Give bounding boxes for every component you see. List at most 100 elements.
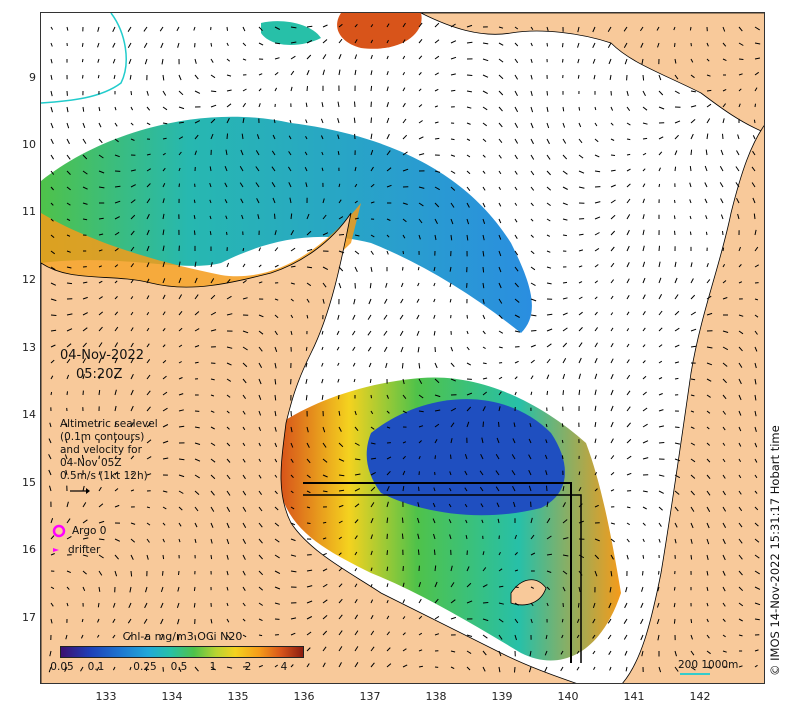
velocity-arrow: [82, 122, 86, 128]
velocity-arrow: [145, 666, 148, 672]
velocity-arrow: [290, 70, 295, 76]
velocity-arrow: [306, 490, 311, 494]
velocity-arrow: [114, 326, 119, 332]
velocity-arrow: [722, 362, 728, 367]
velocity-arrow: [194, 458, 201, 462]
velocity-arrow: [80, 666, 84, 672]
velocity-arrow: [338, 282, 342, 289]
velocity-arrow: [751, 182, 756, 188]
velocity-arrow: [338, 250, 345, 254]
velocity-arrow: [242, 378, 247, 384]
velocity-arrow: [530, 186, 535, 191]
drifter-label: drifter: [68, 544, 101, 556]
velocity-arrow: [386, 234, 390, 238]
velocity-arrow: [258, 378, 262, 385]
velocity-arrow: [466, 566, 470, 572]
velocity-arrow: [626, 328, 630, 332]
velocity-arrow: [450, 599, 456, 604]
velocity-arrow: [530, 618, 533, 624]
velocity-arrow: [130, 405, 134, 412]
velocity-arrow: [754, 426, 757, 432]
velocity-arrow: [226, 26, 228, 31]
velocity-arrow: [432, 502, 436, 508]
velocity-arrow: [271, 150, 276, 156]
velocity-arrow: [610, 169, 616, 172]
velocity-arrow: [562, 537, 569, 540]
velocity-arrow: [465, 519, 468, 524]
velocity-arrow: [530, 552, 536, 556]
velocity-arrow: [322, 630, 328, 636]
velocity-arrow: [98, 389, 101, 396]
velocity-arrow: [674, 294, 679, 300]
velocity-arrow: [226, 313, 233, 316]
survey-track: [303, 482, 572, 663]
velocity-arrow: [290, 298, 294, 302]
velocity-arrow: [754, 346, 758, 352]
velocity-arrow: [482, 391, 488, 396]
velocity-arrow: [82, 186, 88, 190]
velocity-arrow: [546, 250, 551, 253]
velocity-arrow: [226, 378, 232, 382]
velocity-arrow: [162, 407, 168, 412]
velocity-arrow: [466, 74, 473, 76]
velocity-arrow: [337, 362, 340, 366]
velocity-arrow: [514, 90, 518, 97]
velocity-arrow: [690, 410, 695, 413]
velocity-arrow: [722, 650, 727, 653]
velocity-arrow: [290, 330, 293, 336]
velocity-arrow: [722, 330, 729, 333]
velocity-arrow: [690, 394, 695, 397]
velocity-arrow: [66, 328, 73, 332]
velocity-arrow: [386, 456, 392, 460]
velocity-arrow: [370, 234, 375, 238]
velocity-arrow: [258, 247, 261, 252]
velocity-arrow: [354, 200, 358, 204]
velocity-arrow: [242, 58, 247, 61]
velocity-arrow: [642, 74, 645, 81]
velocity-arrow: [562, 358, 567, 364]
lon-label-140: 140: [557, 690, 579, 703]
velocity-arrow: [594, 327, 599, 332]
velocity-arrow: [146, 262, 150, 268]
velocity-arrow: [449, 487, 452, 492]
velocity-arrow: [321, 102, 324, 108]
velocity-arrow: [65, 423, 68, 428]
velocity-arrow: [242, 618, 246, 622]
velocity-arrow: [658, 490, 664, 494]
velocity-arrow: [706, 634, 710, 639]
velocity-arrow: [304, 166, 308, 172]
map-area[interactable]: [40, 12, 765, 684]
velocity-arrow: [562, 312, 568, 316]
velocity-arrow: [514, 282, 519, 288]
velocity-arrow: [466, 600, 473, 604]
velocity-arrow: [735, 166, 740, 172]
velocity-arrow: [434, 186, 440, 191]
lon-label-142: 142: [689, 690, 711, 703]
velocity-arrow: [242, 586, 246, 591]
velocity-arrow: [690, 90, 696, 93]
velocity-arrow: [306, 600, 313, 604]
velocity-arrow: [418, 88, 422, 92]
velocity-arrow: [450, 362, 455, 368]
velocity-arrow: [354, 598, 358, 604]
velocity-arrow: [546, 358, 551, 364]
velocity-arrow: [194, 90, 201, 94]
velocity-arrow: [674, 474, 681, 479]
velocity-arrow: [306, 616, 313, 620]
velocity-arrow: [82, 74, 84, 79]
velocity-arrow: [242, 102, 247, 108]
velocity-arrow: [242, 506, 247, 512]
velocity-arrow: [706, 312, 713, 316]
velocity-arrow: [642, 229, 645, 236]
velocity-arrow: [178, 474, 185, 478]
velocity-arrow: [529, 423, 532, 428]
velocity-arrow: [625, 666, 628, 672]
velocity-arrow: [50, 391, 53, 396]
velocity-arrow: [194, 277, 198, 284]
velocity-arrow: [48, 438, 52, 444]
velocity-arrow: [562, 502, 566, 508]
velocity-arrow: [226, 618, 230, 623]
velocity-arrow: [752, 197, 756, 204]
velocity-arrow: [402, 648, 407, 652]
velocity-arrow: [114, 570, 118, 577]
